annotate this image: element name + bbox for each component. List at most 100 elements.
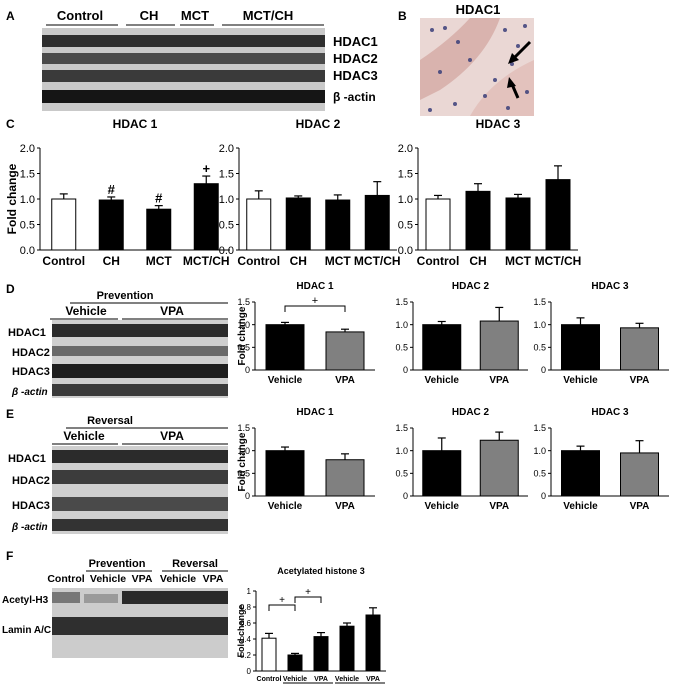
- bar: [561, 450, 600, 497]
- prevention-header: Prevention: [89, 558, 146, 570]
- band-label-lamin: Lamin A/C: [2, 625, 51, 636]
- prevention-header: Prevention: [97, 290, 154, 302]
- x-tick-label: Control: [42, 254, 85, 268]
- y-tick-label: 0.5: [237, 468, 250, 478]
- y-tick-label: 1.0: [395, 320, 408, 330]
- y-tick-label: 1.5: [20, 168, 35, 180]
- x-tick-label: MCT/CH: [535, 254, 582, 268]
- x-tick-label: VPA: [335, 375, 355, 386]
- band-label-hdac1: HDAC1: [333, 34, 378, 49]
- y-tick-label: 0: [247, 667, 252, 676]
- x-tick-label: Vehicle: [425, 501, 460, 512]
- y-tick-label: 0.5: [20, 219, 35, 231]
- y-tick-label: 1.0: [533, 446, 546, 456]
- y-tick-label: 1.5: [219, 168, 234, 180]
- y-tick-label: 1.5: [398, 168, 413, 180]
- y-tick-label: 1.0: [533, 320, 546, 330]
- band-label-hdac2: HDAC2: [12, 475, 50, 487]
- panel-a-blot: Control CH MCT MCT/CH HDAC1 HDAC2 HDAC3 …: [42, 8, 378, 111]
- chart-title: HDAC 1: [113, 117, 158, 131]
- bar: [479, 320, 519, 371]
- band-label-acetyl-h3: Acetyl-H3: [2, 595, 49, 606]
- band-label-hdac1: HDAC1: [8, 327, 46, 339]
- chart-title: HDAC 3: [476, 117, 521, 131]
- bar: [246, 198, 272, 251]
- chart-title: HDAC 1: [296, 407, 334, 418]
- significance-bracket: [284, 305, 346, 312]
- y-tick-label: 0.5: [533, 342, 546, 352]
- panel-c-letter: C: [6, 117, 15, 131]
- band-label-hdac3: HDAC3: [333, 68, 378, 83]
- vehicle-label: Vehicle: [65, 304, 107, 318]
- lane-label-control: Control: [47, 573, 84, 585]
- bar: [365, 614, 381, 672]
- y-tick-label: 0.4: [240, 635, 252, 644]
- bar: [620, 327, 659, 371]
- significance-mark: +: [312, 295, 318, 307]
- bar: [425, 198, 451, 251]
- chart-title: HDAC 2: [452, 281, 490, 292]
- significance-mark: +: [202, 161, 210, 176]
- y-axis-label: Fold change: [236, 604, 246, 657]
- y-tick-label: 1.0: [237, 320, 250, 330]
- lane-label-vehicle: Vehicle: [90, 573, 126, 585]
- bar: [265, 450, 305, 497]
- chart-c-hdac3: HDAC 3 0.0 0.5 1.0 1.5 2.0 Control CH MCT MCT/CH: [398, 117, 582, 268]
- chart-title: HDAC 2: [296, 117, 341, 131]
- y-tick-label: 1.5: [533, 423, 546, 433]
- x-tick-label: Vehicle: [283, 676, 307, 683]
- panel-d-blot: Prevention Vehicle VPA HDAC1 HDAC2 HDAC3…: [8, 290, 228, 398]
- x-tick-label: Vehicle: [268, 375, 303, 386]
- bar: [364, 194, 390, 251]
- lane-label-vehicle: Vehicle: [160, 573, 196, 585]
- bar: [313, 636, 329, 672]
- bar: [422, 450, 462, 497]
- y-tick-label: 0: [245, 365, 250, 375]
- x-tick-label: CH: [103, 254, 120, 268]
- chart-title: HDAC 1: [296, 281, 334, 292]
- group-label-ch: CH: [140, 8, 159, 23]
- chart-d-hdac3: HDAC 3 0 0.5 1.0 1.5 Vehicle VPA: [533, 281, 669, 386]
- chart-title: HDAC 2: [452, 407, 490, 418]
- x-tick-label: Control: [237, 254, 280, 268]
- band-label-hdac1: HDAC1: [8, 453, 46, 465]
- y-tick-label: 0.5: [237, 342, 250, 352]
- y-tick-label: 0.5: [395, 468, 408, 478]
- y-tick-label: 1.5: [395, 423, 408, 433]
- bar: [422, 324, 462, 371]
- x-tick-label: VPA: [630, 375, 650, 386]
- panel-d-letter: D: [6, 282, 15, 296]
- y-tick-label: 0.5: [395, 342, 408, 352]
- group-label-mct-ch: MCT/CH: [243, 8, 294, 23]
- x-tick-label: Vehicle: [563, 501, 598, 512]
- bar: [505, 197, 531, 251]
- x-tick-label: MCT/CH: [183, 254, 230, 268]
- band-label-hdac2: HDAC2: [12, 347, 50, 359]
- y-tick-label: 1.5: [533, 297, 546, 307]
- panel-f-letter: F: [6, 549, 13, 563]
- bar: [146, 208, 172, 251]
- lane-label-vpa: VPA: [203, 573, 224, 585]
- chart-e-hdac3: HDAC 3 0 0.5 1.0 1.5 Vehicle VPA: [533, 407, 669, 512]
- y-tick-label: 0.0: [219, 245, 234, 257]
- y-tick-label: 2.0: [20, 143, 35, 155]
- significance-mark: +: [305, 587, 311, 598]
- x-tick-label: Vehicle: [563, 375, 598, 386]
- x-tick-label: VPA: [314, 676, 328, 683]
- x-tick-label: MCT: [325, 254, 352, 268]
- group-label-control: Control: [57, 8, 103, 23]
- y-tick-label: 0: [403, 365, 408, 375]
- y-tick-label: 1.0: [219, 194, 234, 206]
- x-tick-label: CH: [290, 254, 307, 268]
- bar: [325, 331, 365, 371]
- band-label-beta-actin: β -actin: [11, 387, 48, 398]
- bar: [285, 197, 311, 251]
- x-tick-label: Vehicle: [425, 375, 460, 386]
- y-tick-label: 2.0: [398, 143, 413, 155]
- reversal-header: Reversal: [87, 415, 133, 427]
- y-tick-label: 0: [403, 491, 408, 501]
- bar: [325, 459, 365, 497]
- y-tick-label: 0: [541, 365, 546, 375]
